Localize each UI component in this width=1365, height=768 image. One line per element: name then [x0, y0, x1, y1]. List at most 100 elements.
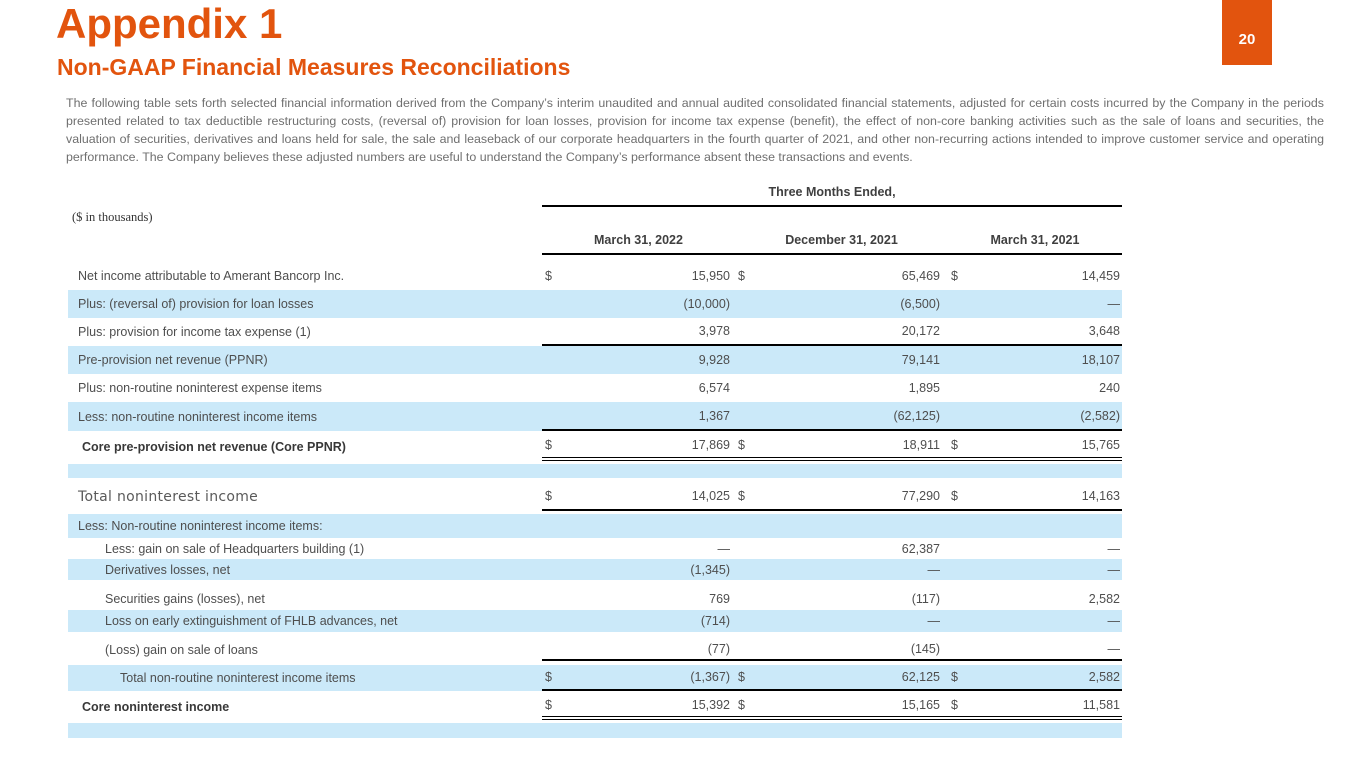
cell-value: —: [717, 541, 731, 556]
column-header: December 31, 2021: [785, 233, 898, 247]
row-values: [542, 514, 1122, 538]
row-values: $17,869 $18,911 $15,765: [542, 433, 1122, 461]
table-column-header-row: ($ in thousands) March 31, 2022 December…: [68, 207, 1122, 255]
table-row: Total noninterest income $14,025 $77,290…: [68, 483, 1122, 511]
cell-value: 14,025: [691, 489, 730, 503]
dollar-sign: $: [951, 269, 958, 283]
column-header: March 31, 2021: [990, 233, 1080, 247]
dollar-sign: $: [738, 698, 745, 712]
cell-value: 62,125: [901, 670, 940, 684]
cell-value: (6,500): [900, 297, 940, 311]
date-column-headers: March 31, 2022 December 31, 2021 March 3…: [542, 207, 1122, 255]
cell-value: (2,582): [1080, 408, 1120, 423]
cell-value: 15,392: [691, 698, 730, 712]
dollar-sign: $: [545, 489, 552, 503]
row-label: (Loss) gain on sale of loans: [105, 642, 258, 657]
table-row: Plus: provision for income tax expense (…: [68, 318, 1122, 346]
cell-value: —: [1107, 541, 1121, 556]
cell-value: (77): [707, 641, 730, 656]
cell-value: 15,165: [901, 698, 940, 712]
cell-value: 14,163: [1081, 489, 1120, 503]
cell-value: —: [927, 614, 941, 628]
cell-value: (714): [700, 614, 730, 628]
row-values: — 62,387 —: [542, 538, 1122, 559]
cell-value: 77,290: [901, 489, 940, 503]
table-row: Plus: non-routine noninterest expense it…: [68, 374, 1122, 402]
dollar-sign: $: [545, 698, 552, 712]
table-row: Plus: (reversal of) provision for loan l…: [68, 290, 1122, 318]
cell-value: 2,582: [1088, 592, 1120, 606]
cell-value: 1,367: [698, 408, 730, 423]
row-values: 9,928 79,141 18,107: [542, 346, 1122, 374]
dollar-sign: $: [738, 269, 745, 283]
cell-value: 240: [1099, 381, 1120, 395]
row-label: Core pre-provision net revenue (Core PPN…: [82, 440, 346, 454]
table-row: Less: gain on sale of Headquarters build…: [68, 538, 1122, 559]
row-label: Net income attributable to Amerant Banco…: [78, 269, 345, 283]
cell-value: 3,978: [698, 324, 730, 338]
cell-value: (145): [910, 641, 940, 656]
table-row: Derivatives losses, net (1,345) — —: [68, 559, 1122, 580]
row-values: (1,345) — —: [542, 559, 1122, 580]
table-row-spacer: [68, 723, 1122, 738]
cell-value: 3,648: [1088, 324, 1120, 338]
row-values: $ (1,367) $62,125 $2,582: [542, 665, 1122, 691]
cell-value: (10,000): [683, 297, 730, 311]
dollar-sign: $: [951, 489, 958, 503]
table-span-header-row: Three Months Ended,: [68, 185, 1122, 207]
cell-value: 2,582: [1088, 670, 1120, 684]
intro-paragraph: The following table sets forth selected …: [66, 96, 1324, 164]
reconciliation-table: Three Months Ended, ($ in thousands) Mar…: [68, 185, 1122, 738]
table-row: Net income attributable to Amerant Banco…: [68, 262, 1122, 290]
row-values: 769 (117) 2,582: [542, 588, 1122, 610]
row-label: Less: Non-routine noninterest income ite…: [78, 519, 323, 533]
cell-value: 20,172: [901, 324, 940, 338]
table-row: (Loss) gain on sale of loans (77) (145) …: [68, 638, 1122, 661]
dollar-sign: $: [738, 438, 745, 452]
row-values: (10,000) (6,500) —: [542, 290, 1122, 318]
page-number-badge: 20: [1222, 0, 1272, 65]
cell-value: 79,141: [901, 353, 940, 367]
cell-value: 62,387: [901, 541, 940, 556]
cell-value: 15,950: [691, 269, 730, 283]
row-values: 1,367 (62,125) (2,582): [542, 402, 1122, 431]
cell-value: 15,765: [1081, 438, 1120, 452]
table-row: Less: non-routine noninterest income ite…: [68, 402, 1122, 431]
table-row: Securities gains (losses), net 769 (117)…: [68, 588, 1122, 610]
row-values: (77) (145) —: [542, 638, 1122, 661]
dollar-sign: $: [545, 269, 552, 283]
cell-value: —: [927, 562, 941, 577]
table-row: Loss on early extinguishment of FHLB adv…: [68, 610, 1122, 632]
table-body: Net income attributable to Amerant Banco…: [68, 262, 1122, 738]
dollar-sign: $: [545, 438, 552, 452]
cell-value: 18,911: [902, 438, 940, 452]
cell-value: 65,469: [901, 269, 940, 283]
table-row: Core noninterest income $15,392 $15,165 …: [68, 694, 1122, 720]
cell-value: (62,125): [893, 408, 940, 423]
span-header-spacer: [68, 185, 542, 207]
table-row-spacer: [68, 464, 1122, 478]
cell-value: 14,459: [1081, 269, 1120, 283]
row-label: Plus: non-routine noninterest expense it…: [78, 381, 322, 395]
table-row: Pre-provision net revenue (PPNR) 9,928 7…: [68, 346, 1122, 374]
cell-value: —: [1107, 297, 1121, 311]
table-row: Less: Non-routine noninterest income ite…: [68, 514, 1122, 538]
cell-value: 769: [709, 592, 730, 606]
cell-value: —: [1107, 641, 1121, 656]
page-subtitle: Non-GAAP Financial Measures Reconciliati…: [57, 54, 571, 80]
cell-value: (1,367): [690, 670, 730, 684]
cell-value: 9,928: [698, 353, 730, 367]
row-values: (714) — —: [542, 610, 1122, 632]
row-values: $14,025 $77,290 $14,163: [542, 483, 1122, 511]
dollar-sign: $: [738, 670, 745, 684]
row-label: Loss on early extinguishment of FHLB adv…: [105, 614, 398, 628]
row-label: Pre-provision net revenue (PPNR): [78, 353, 268, 367]
cell-value: 6,574: [698, 381, 730, 395]
span-header-label: Three Months Ended,: [542, 185, 1122, 207]
row-values: 6,574 1,895 240: [542, 374, 1122, 402]
cell-value: 11,581: [1082, 698, 1120, 712]
table-row: Total non-routine noninterest income ite…: [68, 665, 1122, 691]
row-label: Less: non-routine noninterest income ite…: [78, 409, 318, 424]
row-label: Total noninterest income: [78, 489, 259, 505]
column-header: March 31, 2022: [594, 233, 683, 247]
